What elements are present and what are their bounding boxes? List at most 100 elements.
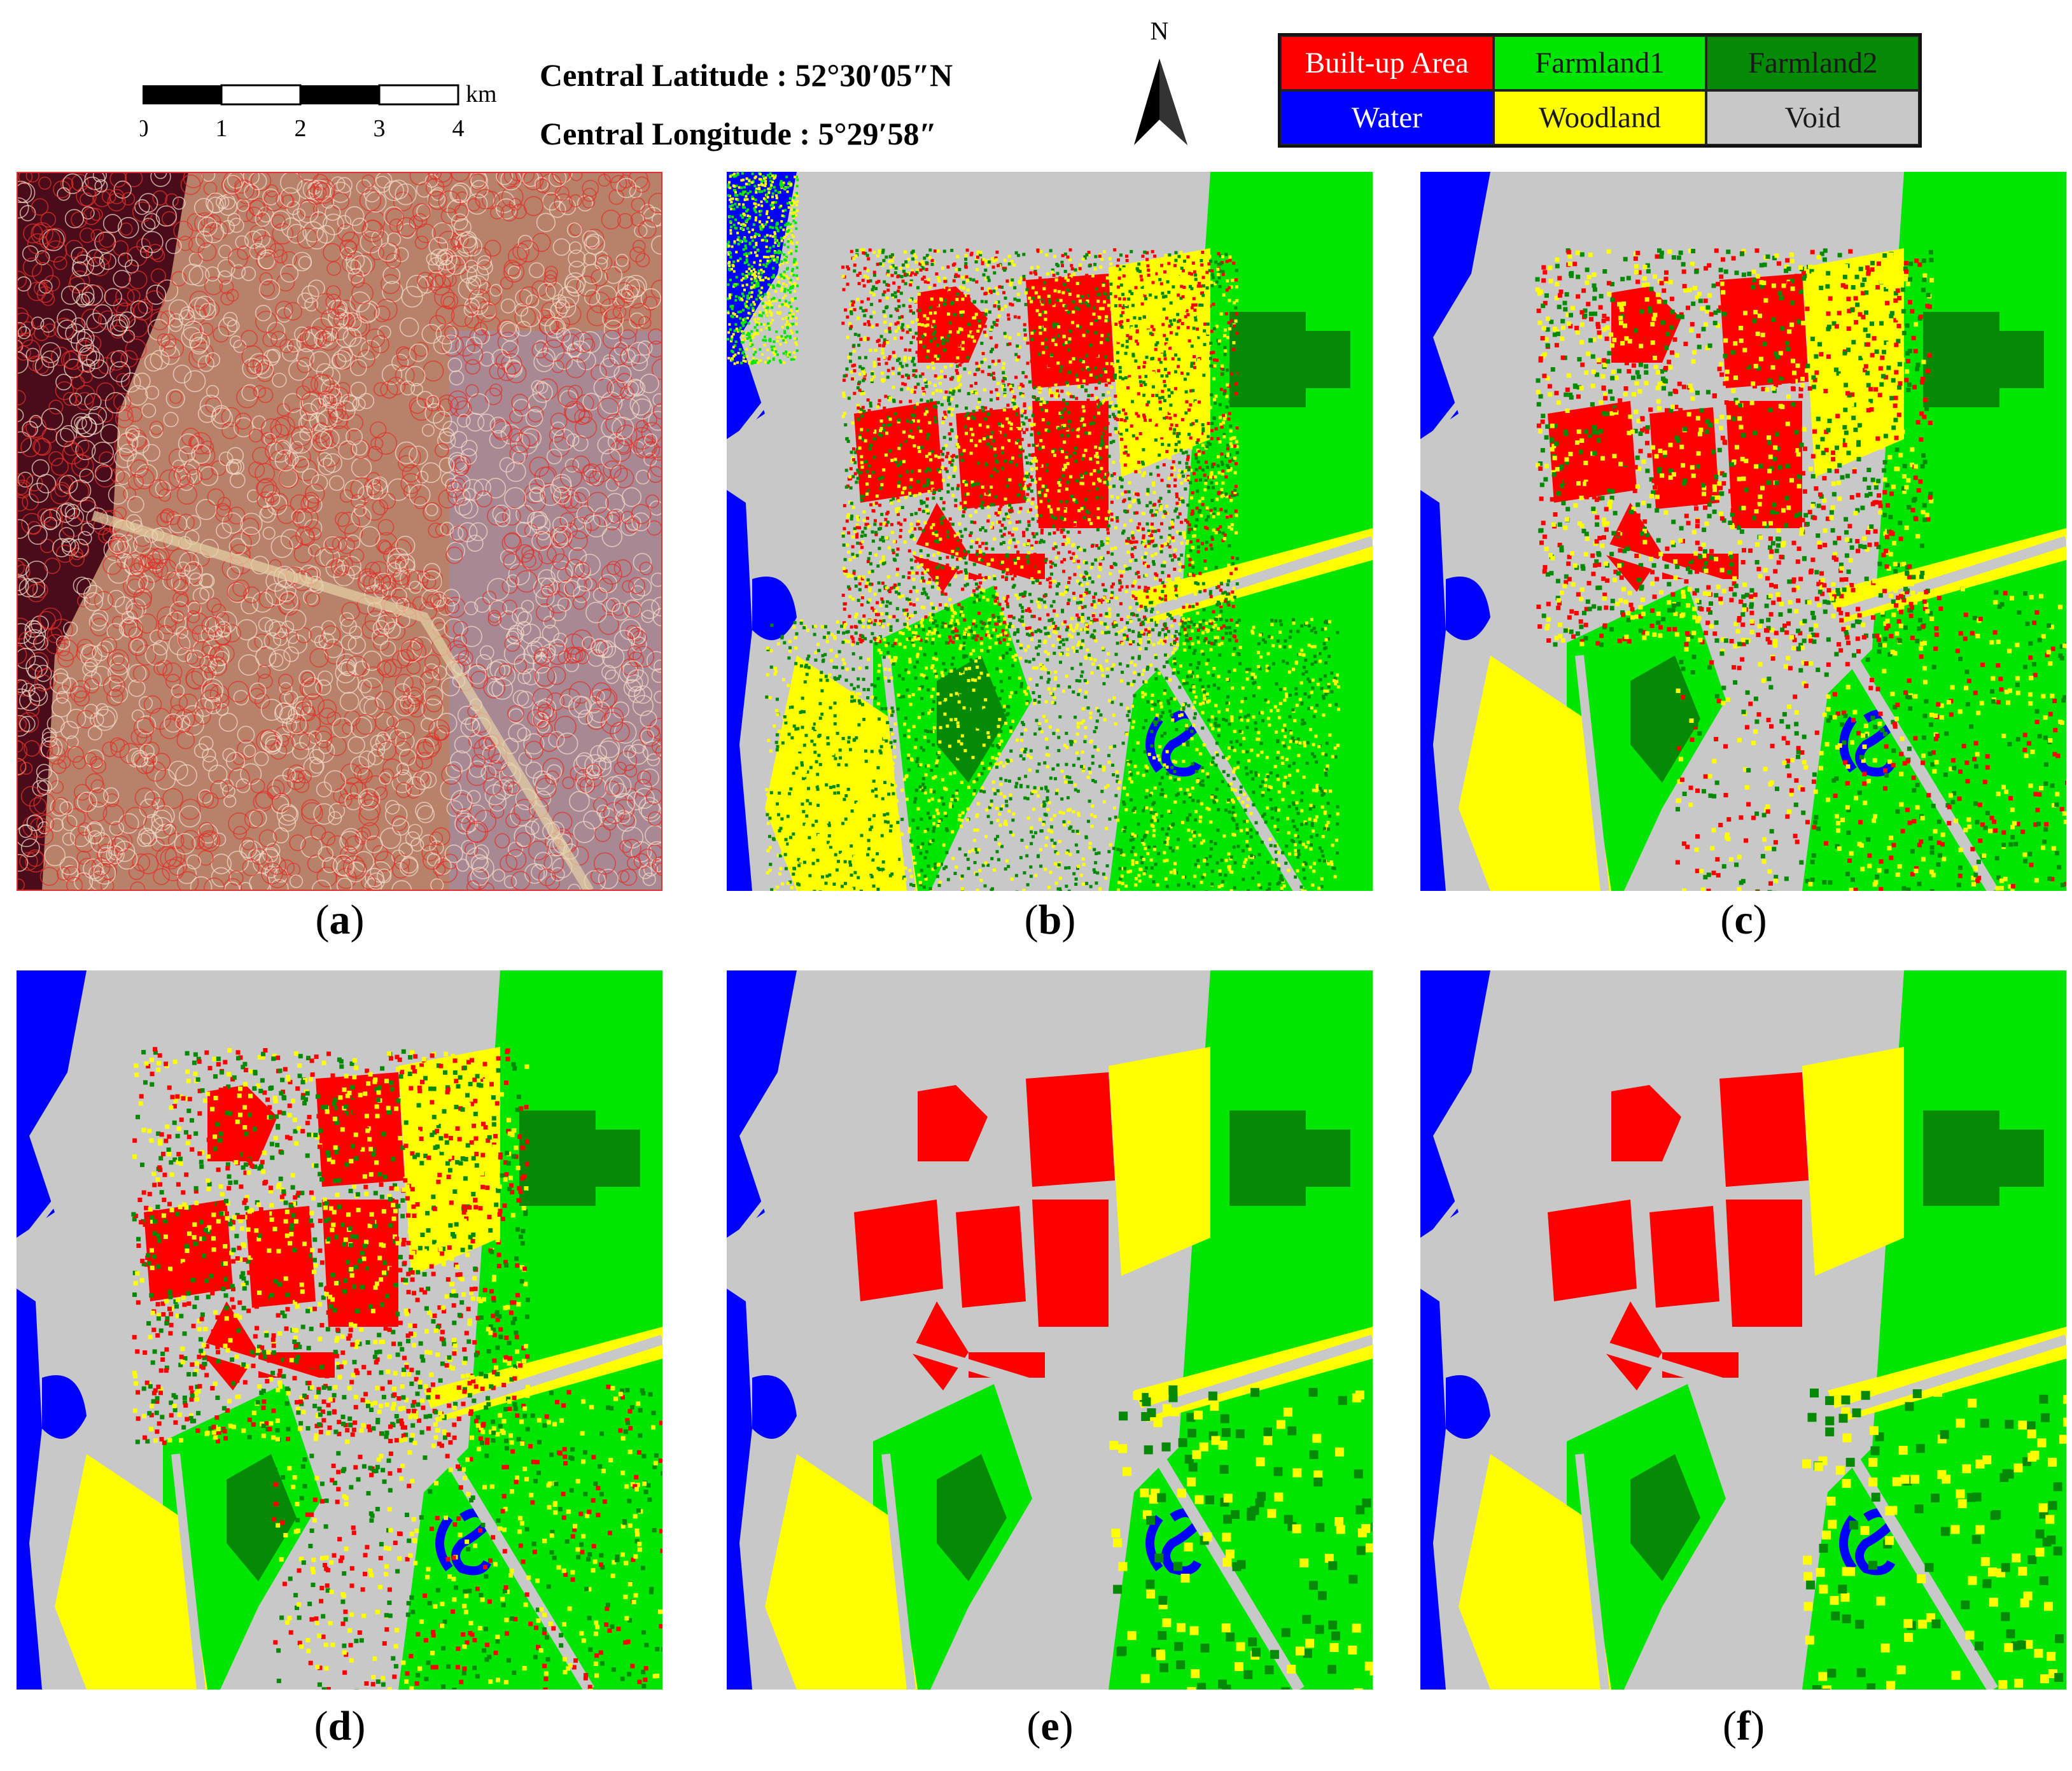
north-arrow: N	[1126, 13, 1203, 146]
built-up-block-2	[316, 1072, 405, 1187]
canal-northwest	[1420, 272, 1532, 454]
classification-map-d	[17, 970, 662, 1690]
farmland2-center-south	[937, 1454, 1007, 1581]
farmland2-center-south	[937, 655, 1007, 783]
panel-e-classification-map	[727, 970, 1373, 1690]
woodland-northeast-city	[1802, 1047, 1904, 1276]
classification-speckle	[1109, 1385, 1373, 1690]
road-south	[1575, 655, 1609, 891]
legend: Built-up Area Farmland1 Farmland2 Water Wood…	[1278, 33, 1922, 148]
road-south	[881, 1453, 916, 1690]
built-up-block-3	[1548, 1200, 1637, 1301]
built-up-block-1	[1611, 286, 1681, 363]
caption-c: (c)	[1720, 897, 1767, 943]
water-s-feature-2	[435, 1515, 453, 1572]
legend-item-farmland2: Farmland2	[1706, 36, 1919, 90]
sar-water-dark-region	[17, 172, 188, 891]
scale-tick-0: 0	[140, 115, 149, 140]
water-west-canal	[727, 1289, 752, 1690]
sar-superpixel-image	[17, 172, 662, 891]
built-up-block-6	[201, 1301, 258, 1390]
farmland2-block-2	[1999, 331, 2044, 388]
scale-unit: km	[466, 83, 496, 108]
caption-f: (f)	[1723, 1703, 1765, 1749]
farmland2-block-1	[1229, 312, 1306, 407]
built-up-block-6	[1605, 1301, 1662, 1390]
water-northwest	[1420, 172, 1490, 439]
caption-e: (e)	[1026, 1703, 1074, 1749]
scale-segment-1	[143, 85, 221, 104]
caption-d: (d)	[314, 1703, 366, 1749]
road-south	[1575, 1453, 1609, 1690]
classification-map-b	[727, 172, 1373, 891]
scale-bar: km 0 1 2 3 4	[137, 81, 497, 142]
classification-speckle	[1535, 248, 1934, 647]
scale-segment-4	[378, 84, 459, 106]
scale-tick-3: 3	[374, 115, 386, 140]
canal-northwest	[1420, 1071, 1532, 1253]
built-up-block-2	[1719, 1072, 1809, 1187]
classification-speckle	[271, 1384, 662, 1690]
panel-c-classification-map	[1420, 172, 2066, 891]
farmland2-block-2	[1999, 1130, 2044, 1187]
built-up-block-5	[1726, 1200, 1802, 1327]
central-latitude: Central Latitude : 52°30′05″N	[540, 57, 953, 93]
farmland2-block-1	[1923, 312, 1999, 407]
built-up-block-5	[1726, 401, 1802, 528]
road-east	[1132, 1334, 1373, 1421]
canal-northwest	[727, 272, 838, 454]
farmland2-block-2	[1306, 1130, 1350, 1187]
farmland2-center-south	[1630, 655, 1700, 783]
built-up-block-4	[246, 1206, 316, 1308]
panel-frame	[17, 172, 662, 891]
caption-a: (a)	[315, 897, 365, 943]
water-west-canal	[17, 1289, 42, 1690]
farmland2-block-2	[1306, 331, 1350, 388]
north-label: N	[1151, 17, 1169, 45]
caption-b: (b)	[1024, 897, 1076, 943]
road-south	[171, 1453, 206, 1690]
road-east	[1826, 536, 2066, 622]
sar-farmland-region	[449, 331, 662, 891]
sar-road	[91, 510, 594, 891]
water-northwest	[1420, 970, 1490, 1238]
legend-item-void: Void	[1706, 90, 1919, 145]
farmland2-center-south	[1630, 1454, 1700, 1581]
built-up-block-6	[911, 1301, 969, 1390]
built-up-block-1	[918, 1085, 988, 1161]
water-pond-west	[42, 1375, 87, 1439]
scale-segment-2	[220, 84, 302, 106]
classification-map-e	[727, 970, 1373, 1690]
central-longitude: Central Longitude : 5°29′58″	[540, 116, 937, 151]
built-up-block-4	[956, 1206, 1026, 1308]
built-up-block-6	[1605, 503, 1662, 592]
water-northwest	[17, 970, 87, 1238]
panel-a-sar-image	[17, 172, 662, 891]
classification-map-c	[1420, 172, 2066, 891]
legend-item-built-up-area: Built-up Area	[1280, 36, 1494, 90]
water-pond-west	[1446, 1375, 1490, 1439]
built-up-block-2	[1719, 274, 1809, 388]
superpixel-boundaries	[17, 172, 662, 891]
classification-speckle	[1675, 587, 2066, 891]
classification-speckle	[765, 617, 1340, 891]
legend-item-water: Water	[1280, 90, 1494, 145]
woodland-southwest	[1459, 655, 1611, 891]
built-up-block-3	[854, 1200, 943, 1301]
built-up-block-5	[1032, 1200, 1109, 1327]
road-east	[1826, 1334, 2066, 1421]
classification-map-f	[1420, 970, 2066, 1690]
water-west-canal	[727, 490, 752, 891]
farmland2-block-1	[1923, 1110, 1999, 1206]
farmland2-center-south	[227, 1454, 297, 1581]
water-pond-west	[752, 577, 797, 640]
water-west-canal	[1420, 490, 1446, 891]
woodland-southwest	[1459, 1454, 1611, 1690]
classification-speckle	[1802, 1388, 2066, 1690]
water-s-feature-2	[1145, 1515, 1163, 1572]
scale-tick-2: 2	[295, 115, 307, 140]
legend-item-farmland1: Farmland1	[1493, 36, 1707, 90]
road-south	[881, 655, 916, 891]
panel-b-classification-map	[727, 172, 1373, 891]
water-pond-west	[752, 1375, 797, 1439]
